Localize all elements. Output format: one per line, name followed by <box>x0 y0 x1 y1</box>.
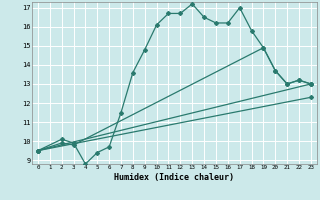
X-axis label: Humidex (Indice chaleur): Humidex (Indice chaleur) <box>115 173 234 182</box>
